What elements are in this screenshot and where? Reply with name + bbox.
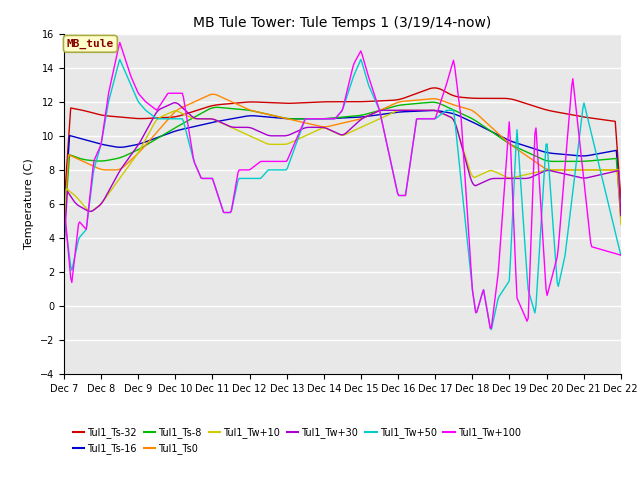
Tul1_Ts0 (362, 114, 370, 120)
Tul1_Tw+100 (606, 249, 614, 255)
Tul1_Ts0 (393, 100, 401, 106)
Tul1_Tw+100 (362, 66, 370, 72)
Tul1_Tw+10 (617, 222, 625, 228)
Tul1_Ts-8 (518, 147, 525, 153)
Tul1_Tw+30 (605, 170, 612, 176)
Tul1_Ts-16 (605, 149, 612, 155)
Tul1_Ts-16 (60, 217, 68, 223)
Tul1_Ts-32 (60, 204, 68, 210)
Tul1_Tw+50 (393, 185, 401, 191)
Tul1_Ts0 (605, 167, 612, 173)
Tul1_Ts0 (60, 227, 68, 233)
Tul1_Ts-8 (362, 111, 369, 117)
Tul1_Ts-16 (617, 210, 625, 216)
Line: Tul1_Ts-16: Tul1_Ts-16 (64, 110, 621, 220)
Line: Tul1_Tw+100: Tul1_Tw+100 (64, 42, 621, 328)
Tul1_Tw+10 (518, 173, 525, 179)
Tul1_Ts0 (326, 123, 333, 129)
Tul1_Tw+50 (60, 210, 68, 216)
Tul1_Tw+50 (606, 206, 614, 212)
Tul1_Ts0 (210, 91, 218, 97)
Y-axis label: Temperature (C): Temperature (C) (24, 158, 35, 250)
Tul1_Ts-32 (617, 196, 625, 202)
Tul1_Ts-32 (324, 99, 332, 105)
Tul1_Ts-8 (605, 156, 612, 162)
Tul1_Tw+50 (617, 252, 625, 258)
Tul1_Ts-16 (362, 114, 369, 120)
Tul1_Ts-8 (328, 115, 335, 121)
Tul1_Ts-8 (324, 116, 332, 121)
Tul1_Tw+100 (60, 201, 68, 207)
Tul1_Tw+30 (617, 213, 625, 218)
Tul1_Ts-16 (428, 108, 436, 113)
Tul1_Ts-8 (428, 99, 436, 105)
Line: Tul1_Ts0: Tul1_Ts0 (64, 94, 621, 230)
Legend: Tul1_Ts-32, Tul1_Ts-16, Tul1_Ts-8, Tul1_Ts0, Tul1_Tw+10, Tul1_Tw+30, Tul1_Tw+50,: Tul1_Ts-32, Tul1_Ts-16, Tul1_Ts-8, Tul1_… (69, 423, 525, 458)
Tul1_Ts-32 (518, 99, 525, 105)
Tul1_Tw+30 (362, 114, 370, 120)
Tul1_Tw+100 (393, 185, 401, 191)
Tul1_Tw+100 (329, 116, 337, 121)
Tul1_Tw+30 (518, 176, 525, 181)
Tul1_Tw+100 (519, 308, 527, 314)
Tul1_Tw+30 (326, 127, 333, 132)
Tul1_Tw+10 (60, 232, 68, 238)
Tul1_Ts-8 (392, 103, 399, 109)
Line: Tul1_Tw+50: Tul1_Tw+50 (64, 60, 621, 330)
Tul1_Tw+50 (362, 75, 370, 81)
Tul1_Tw+100 (326, 116, 333, 121)
Tul1_Tw+50 (488, 327, 495, 333)
Tul1_Ts-32 (605, 118, 612, 123)
Tul1_Ts-16 (518, 142, 525, 147)
Tul1_Ts-16 (392, 109, 399, 115)
Tul1_Tw+100 (617, 252, 625, 258)
Tul1_Tw+30 (171, 100, 179, 106)
Tul1_Tw+10 (605, 167, 612, 173)
Tul1_Tw+10 (324, 127, 332, 132)
Tul1_Tw+30 (60, 245, 68, 251)
Tul1_Ts-8 (617, 215, 625, 220)
Tul1_Ts-16 (328, 116, 335, 121)
Tul1_Tw+10 (362, 122, 369, 128)
Tul1_Ts-32 (362, 99, 369, 105)
Line: Tul1_Ts-8: Tul1_Ts-8 (64, 102, 621, 230)
Line: Tul1_Tw+30: Tul1_Tw+30 (64, 103, 621, 248)
Line: Tul1_Tw+10: Tul1_Tw+10 (64, 110, 621, 235)
Tul1_Tw+30 (393, 108, 401, 113)
Tul1_Tw+10 (397, 108, 405, 113)
Tul1_Ts-8 (60, 227, 68, 233)
Text: MB_tule: MB_tule (67, 39, 114, 49)
Tul1_Ts0 (518, 149, 525, 155)
Tul1_Ts0 (329, 122, 337, 128)
Tul1_Tw+10 (392, 108, 399, 114)
Tul1_Ts0 (617, 218, 625, 224)
Tul1_Tw+50 (326, 116, 333, 121)
Tul1_Tw+100 (116, 39, 124, 45)
Tul1_Ts-32 (392, 97, 399, 103)
Tul1_Tw+50 (116, 57, 124, 62)
Tul1_Ts-32 (328, 99, 335, 105)
Tul1_Tw+30 (329, 128, 337, 134)
Tul1_Tw+50 (329, 116, 337, 121)
Line: Tul1_Ts-32: Tul1_Ts-32 (64, 88, 621, 207)
Tul1_Ts-32 (431, 85, 438, 91)
Tul1_Tw+50 (519, 208, 527, 214)
Tul1_Ts-16 (324, 116, 332, 121)
Title: MB Tule Tower: Tule Temps 1 (3/19/14-now): MB Tule Tower: Tule Temps 1 (3/19/14-now… (193, 16, 492, 30)
Tul1_Tw+100 (486, 325, 494, 331)
Tul1_Tw+10 (328, 128, 335, 134)
